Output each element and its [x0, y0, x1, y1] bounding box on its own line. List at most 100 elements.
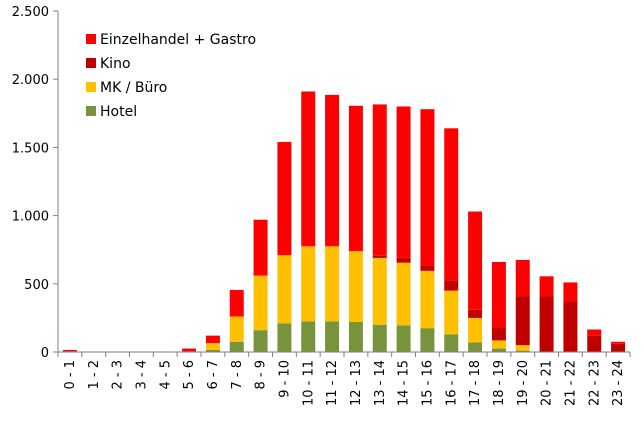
legend: Einzelhandel + Gastro Kino MK / Büro Hotel: [78, 18, 260, 126]
x-tick-label: 16 - 17: [444, 360, 459, 406]
bar-segment: [348, 321, 363, 352]
bar-segment: [229, 289, 244, 317]
bar-segment: [205, 335, 220, 343]
y-axis: 0 500 1.000 1.500 2.000 2.500: [12, 5, 59, 361]
bar-segment: [253, 219, 268, 276]
bar-segment: [205, 342, 220, 344]
bar-segment: [444, 280, 459, 291]
x-axis: 0 - 1 1 - 2 2 - 3 3 - 4 4 - 5 5 - 6 6 - 7 7 - 8…: [57, 351, 631, 406]
legend-label: MK / Büro: [100, 80, 167, 96]
x-tick-label: 8 - 9: [254, 360, 269, 390]
bar-segment: [372, 255, 387, 258]
bar-segment: [348, 251, 363, 322]
bar-segment: [611, 341, 626, 344]
bar-segment: [396, 257, 411, 263]
legend-label: Kino: [100, 56, 131, 72]
bar-segment: [587, 335, 602, 352]
bar-segment: [468, 317, 483, 343]
legend-label: Hotel: [100, 104, 137, 120]
x-tick-label: 18 - 19: [492, 360, 507, 406]
bar-segment: [491, 261, 506, 328]
bar-segment: [301, 91, 316, 247]
bar-segment: [539, 296, 554, 352]
plot-area: [62, 91, 626, 352]
y-tick-label: 2.000: [12, 73, 49, 88]
bar-segment: [587, 329, 602, 336]
bar-segment: [277, 323, 292, 352]
y-tick-label: 1.500: [12, 141, 49, 156]
x-tick-label: 6 - 7: [206, 360, 221, 390]
bar-segment: [420, 270, 435, 329]
x-tick-label: 5 - 6: [182, 360, 197, 390]
x-tick-label: 15 - 16: [420, 360, 435, 406]
bar-segment: [515, 345, 530, 351]
x-tick-label: 11 - 12: [325, 360, 340, 406]
bar-segment: [420, 109, 435, 266]
bar-segment: [515, 350, 530, 352]
bar-segment: [539, 276, 554, 297]
bar-segment: [396, 106, 411, 258]
bar-segment: [325, 94, 340, 247]
x-tick-label: 14 - 15: [397, 360, 412, 406]
y-tick-label: 0: [41, 346, 49, 361]
bar-segment: [253, 330, 268, 352]
bar-segment: [205, 349, 220, 352]
bar-segment: [182, 348, 197, 352]
bar-segment: [420, 328, 435, 352]
bar-segment: [325, 321, 340, 352]
bar-segment: [468, 309, 483, 318]
x-tick-label: 13 - 14: [373, 360, 388, 406]
bar-segment: [396, 325, 411, 352]
x-tick-label: 10 - 11: [301, 360, 316, 406]
x-tick-label: 0 - 1: [63, 360, 78, 390]
bar-segment: [348, 105, 363, 252]
legend-swatch: [86, 58, 96, 68]
x-tick-label: 3 - 4: [134, 360, 149, 390]
bar-segment: [563, 282, 578, 302]
legend-swatch: [86, 34, 96, 44]
y-tick-label: 2.500: [12, 5, 49, 20]
bar-segment: [372, 257, 387, 325]
bar-segment: [491, 327, 506, 341]
bar-segment: [277, 255, 292, 324]
y-tick-label: 500: [24, 278, 49, 293]
x-tick-label: 17 - 18: [468, 360, 483, 406]
x-tick-label: 23 - 24: [611, 360, 626, 406]
bar-segment: [229, 341, 244, 352]
bar-segment: [444, 334, 459, 352]
bar-segment: [253, 275, 268, 331]
legend-box: [78, 18, 260, 126]
bar-segment: [563, 301, 578, 352]
y-tick-label: 1.000: [12, 210, 49, 225]
bar-segment: [205, 343, 220, 350]
bar-segment: [277, 141, 292, 256]
legend-swatch: [86, 82, 96, 92]
bar-segment: [611, 343, 626, 352]
bar-segment: [229, 316, 244, 342]
bar-segment: [62, 349, 77, 352]
x-tick-label: 1 - 2: [87, 360, 102, 390]
bar-segment: [420, 265, 435, 271]
x-tick-label: 4 - 5: [158, 360, 173, 390]
bar-segment: [301, 246, 316, 322]
bar-segment: [325, 246, 340, 322]
legend-swatch: [86, 106, 96, 116]
bar-segment: [396, 262, 411, 326]
x-tick-label: 19 - 20: [516, 360, 531, 406]
x-tick-label: 7 - 8: [230, 360, 245, 390]
bar-segment: [444, 290, 459, 335]
x-tick-label: 20 - 21: [540, 360, 555, 406]
bar-segment: [491, 348, 506, 352]
bar-segment: [515, 259, 530, 297]
x-tick-label: 12 - 13: [349, 360, 364, 406]
bar-segment: [468, 342, 483, 352]
bar-segment: [444, 128, 459, 281]
x-tick-label: 2 - 3: [111, 360, 126, 390]
bar-segment: [515, 296, 530, 346]
bar-segment: [372, 104, 387, 256]
legend-label: Einzelhandel + Gastro: [100, 32, 256, 48]
bar-segment: [468, 211, 483, 310]
bar-segment: [491, 340, 506, 349]
bar-segment: [301, 321, 316, 352]
x-tick-label: 21 - 22: [563, 360, 578, 406]
